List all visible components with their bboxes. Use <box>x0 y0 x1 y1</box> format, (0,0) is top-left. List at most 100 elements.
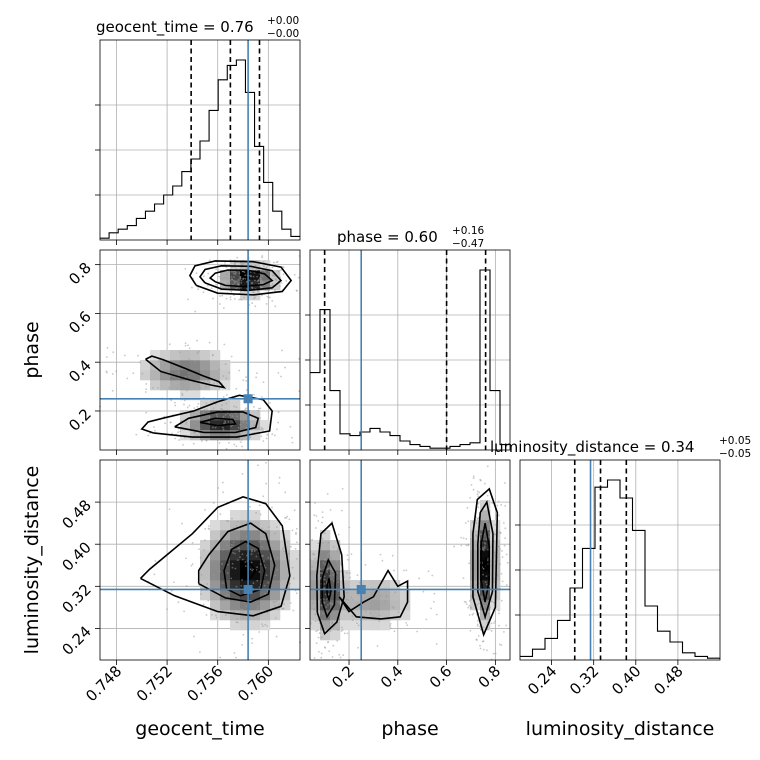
sample-point <box>501 580 504 583</box>
density-cell <box>210 410 221 421</box>
sample-point <box>235 387 238 390</box>
sample-point <box>313 608 316 611</box>
density-cell <box>250 270 261 281</box>
sample-point <box>470 554 473 557</box>
sample-point <box>273 289 276 291</box>
xtick-label-luminosity_distance-1: 0.32 <box>566 662 602 698</box>
sample-point <box>345 598 348 601</box>
sample-point <box>245 379 248 382</box>
sample-point <box>284 491 287 494</box>
sample-point <box>239 441 242 444</box>
sample-point <box>178 351 181 354</box>
sample-point <box>253 297 255 300</box>
sample-point <box>204 528 207 530</box>
sample-point <box>265 303 268 305</box>
xtick-label-geocent_time-3: 0.760 <box>234 662 277 705</box>
sample-point <box>321 538 324 540</box>
density-cell <box>280 600 291 611</box>
sample-point <box>345 591 348 594</box>
sample-point <box>181 394 184 397</box>
sample-point <box>274 278 277 280</box>
sample-point <box>475 522 478 525</box>
sample-point <box>157 360 160 363</box>
sample-point <box>326 571 329 573</box>
sample-point <box>233 433 235 436</box>
sample-point <box>235 621 238 624</box>
sample-point <box>314 557 316 560</box>
sample-point <box>202 603 205 606</box>
sample-point <box>177 377 180 380</box>
density-cell <box>180 430 191 441</box>
sample-point <box>192 442 195 445</box>
density-cell <box>360 590 371 601</box>
density-cell <box>270 610 281 621</box>
sample-point <box>209 381 211 384</box>
density-cell <box>230 600 241 611</box>
density-cell <box>190 420 201 431</box>
sample-point <box>257 290 260 293</box>
density-cell <box>190 360 201 371</box>
sample-point <box>293 509 296 512</box>
sample-point <box>321 516 324 519</box>
sample-point <box>260 294 263 297</box>
sample-point <box>185 557 187 560</box>
sample-point <box>232 527 235 529</box>
sample-point <box>218 275 221 278</box>
sample-point <box>258 631 261 633</box>
density-cell <box>230 270 241 281</box>
sample-point <box>236 537 239 540</box>
sample-point <box>241 558 244 561</box>
sample-point <box>224 263 226 266</box>
sample-point <box>368 607 371 610</box>
sample-point <box>343 632 346 635</box>
density-cell <box>230 520 241 531</box>
sample-point <box>341 628 344 631</box>
density-cell <box>210 580 221 591</box>
contour-phase-vs-geocent-time-2 <box>188 260 293 296</box>
sample-point <box>210 613 213 616</box>
sample-point <box>319 572 322 574</box>
marks-hist-phase <box>323 250 487 450</box>
density-cell <box>200 420 211 431</box>
sample-point <box>233 282 236 284</box>
sample-point <box>269 402 271 404</box>
density-cell <box>220 540 231 551</box>
sample-point <box>245 389 248 391</box>
sample-point <box>479 479 482 482</box>
sample-point <box>476 493 479 496</box>
sample-point <box>309 623 312 625</box>
sample-point <box>502 521 505 524</box>
density-cell <box>360 620 371 631</box>
sample-point <box>244 277 247 280</box>
sample-point <box>169 421 172 424</box>
sample-point <box>197 288 200 291</box>
sample-point <box>337 533 340 536</box>
sample-point <box>500 504 503 506</box>
sample-point <box>321 619 324 622</box>
sample-point <box>351 598 354 601</box>
sample-point <box>237 427 240 429</box>
density-cell <box>320 590 331 601</box>
sample-point <box>219 295 221 297</box>
sample-point <box>217 268 220 271</box>
sample-point <box>187 298 189 301</box>
sample-point <box>227 520 230 523</box>
sample-point <box>236 520 239 523</box>
sample-point <box>500 644 503 646</box>
contour-distance-vs-phase-1 <box>480 523 491 603</box>
sample-point <box>465 603 468 606</box>
sample-point <box>476 603 479 606</box>
sample-point <box>273 549 275 552</box>
sample-point <box>202 291 205 294</box>
sample-point <box>237 282 240 285</box>
sample-point <box>181 392 184 395</box>
sample-point <box>235 287 238 290</box>
sample-point <box>481 546 484 549</box>
sample-point <box>240 281 243 284</box>
sample-point <box>289 582 292 585</box>
sample-point <box>221 609 224 612</box>
density-cell <box>250 570 261 581</box>
contour-distance-vs-phase-6 <box>316 521 345 636</box>
sample-point <box>221 562 224 565</box>
sample-point <box>184 376 187 378</box>
